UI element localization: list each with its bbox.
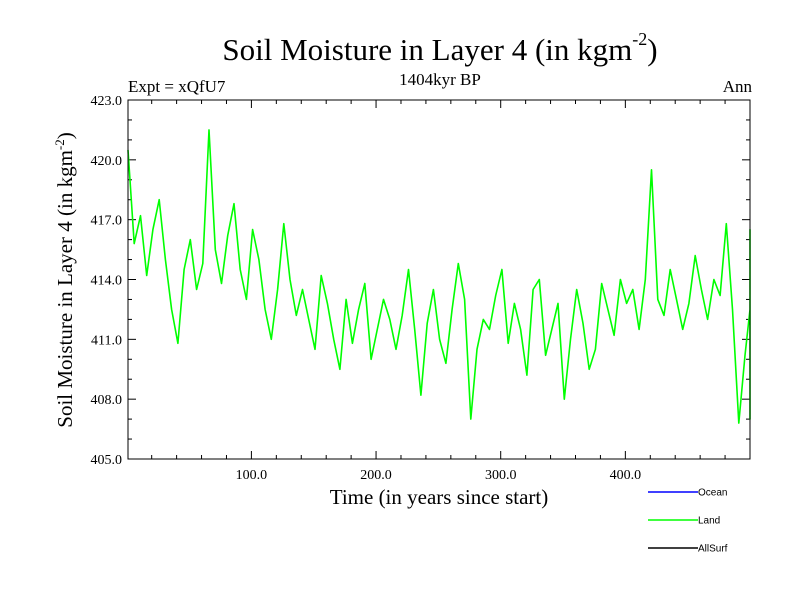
data-layer bbox=[127, 129, 751, 424]
legend-label-allsurf: AllSurf bbox=[698, 544, 728, 555]
chart-subtitle: 1404kyr BP bbox=[399, 70, 481, 89]
experiment-label: Expt = xQfU7 bbox=[128, 77, 226, 96]
y-tick-labels: 405.0 408.0 411.0 414.0 417.0 420.0 423.0 bbox=[91, 94, 123, 468]
chart-title: Soil Moisture in Layer 4 (in kgm-2) bbox=[222, 28, 658, 67]
y-tick-label: 417.0 bbox=[91, 214, 123, 229]
season-label: Ann bbox=[722, 77, 752, 96]
x-tick-label: 100.0 bbox=[236, 468, 268, 483]
plot-frame bbox=[127, 99, 751, 460]
x-tick-label: 300.0 bbox=[485, 468, 517, 483]
y-tick-label: 423.0 bbox=[91, 94, 123, 109]
legend-label-land: Land bbox=[698, 516, 720, 527]
series-line-land bbox=[127, 129, 751, 424]
x-tick-label: 400.0 bbox=[610, 468, 642, 483]
legend: Ocean Land AllSurf bbox=[648, 488, 728, 555]
y-tick-label: 405.0 bbox=[91, 453, 123, 468]
y-tick-label: 420.0 bbox=[91, 154, 123, 169]
y-tick-label: 408.0 bbox=[91, 393, 123, 408]
x-tick-label: 200.0 bbox=[360, 468, 392, 483]
x-axis-label: Time (in years since start) bbox=[330, 485, 549, 509]
y-tick-label: 411.0 bbox=[91, 333, 122, 348]
y-tick-label: 414.0 bbox=[91, 274, 123, 289]
legend-label-ocean: Ocean bbox=[698, 488, 727, 499]
x-tick-labels: 100.0 200.0 300.0 400.0 bbox=[236, 468, 641, 483]
y-axis-label: Soil Moisture in Layer 4 (in kgm-2) bbox=[52, 132, 77, 427]
